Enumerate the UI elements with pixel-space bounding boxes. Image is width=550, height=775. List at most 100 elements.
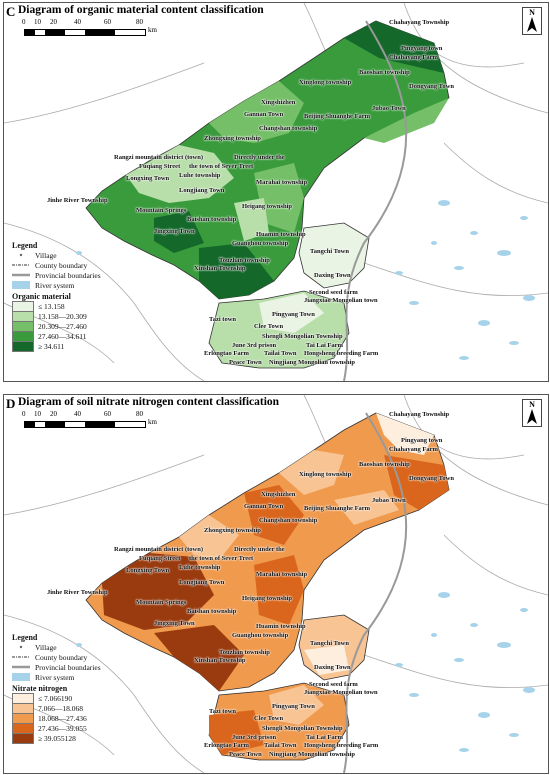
place-label: Jinhe River Township bbox=[47, 197, 108, 204]
place-label: Ningjiang Mongolian township bbox=[269, 359, 355, 366]
place-label: Heigang township bbox=[242, 595, 293, 602]
legend-county-boundary: County boundary bbox=[12, 652, 88, 662]
place-label: Baoshan township bbox=[359, 461, 410, 468]
panel-letter: C bbox=[6, 4, 16, 19]
legend-provincial-boundary: Provincial boundaries bbox=[12, 270, 101, 280]
place-label: Huamin township bbox=[256, 231, 306, 238]
place-label: Baishan township bbox=[187, 608, 237, 615]
place-label: Xinshan Township bbox=[194, 265, 246, 272]
legend-river: River system bbox=[12, 280, 101, 290]
place-label: Pingyang town bbox=[401, 437, 443, 444]
river-system bbox=[76, 41, 535, 360]
place-label: Peace Town bbox=[229, 751, 262, 758]
place-label: Erlongtao Farm bbox=[204, 742, 249, 749]
place-label: Jubao Town bbox=[372, 105, 406, 112]
legend-class: ≥ 34.611 bbox=[12, 340, 101, 352]
legend-class: ≤ 13.158 bbox=[12, 300, 101, 312]
panel-letter: D bbox=[6, 396, 16, 411]
low-class-patch bbox=[259, 293, 324, 333]
place-label: Dongyang Town bbox=[409, 83, 454, 90]
legend: Legend Village County boundary Provincia… bbox=[12, 241, 101, 352]
legend-river: River system bbox=[12, 672, 101, 682]
place-label: Tangchi Town bbox=[310, 640, 349, 647]
place-label: Guanghou township bbox=[232, 632, 289, 639]
place-label: Jiangxiao Mongolian town bbox=[304, 689, 378, 696]
organic-material-map bbox=[4, 3, 548, 381]
place-label: Tazi town bbox=[209, 316, 237, 323]
place-label: Rangzi mountain district (town) bbox=[114, 546, 204, 553]
legend-county-boundary: County boundary bbox=[12, 260, 88, 270]
place-label: Zhongxing township bbox=[204, 527, 261, 534]
scale-unit: km bbox=[148, 26, 157, 34]
place-label: Touzhan township bbox=[219, 649, 270, 656]
place-label: Clee Town bbox=[254, 323, 284, 330]
place-label: Baoshan township bbox=[359, 69, 410, 76]
place-label: Marahai township bbox=[256, 571, 308, 578]
place-label: Chahayang Farm bbox=[389, 446, 438, 453]
place-label: Mountain Springs bbox=[136, 207, 187, 214]
legend-class: 7.066—18.068 bbox=[12, 702, 101, 714]
place-label: Luhe township bbox=[179, 172, 221, 179]
legend-title: Legend bbox=[12, 633, 38, 642]
map-panel-c: C Diagram of organic material content cl… bbox=[3, 2, 549, 382]
place-label: Changshan township bbox=[259, 125, 318, 132]
scale-tick: 10 bbox=[34, 18, 41, 26]
panel-title: Diagram of organic material content clas… bbox=[18, 4, 264, 16]
place-label: Xinglong township bbox=[299, 471, 352, 478]
scale-tick: 40 bbox=[74, 18, 81, 26]
place-label: Gannan Town bbox=[244, 503, 284, 510]
legend-village: Village bbox=[12, 250, 101, 260]
place-label: Shengli Mongolian Township bbox=[262, 333, 343, 340]
place-label: Xingshizhen bbox=[261, 491, 296, 498]
place-label: Daxing Town bbox=[314, 664, 351, 671]
place-label: Pingyang Town bbox=[272, 703, 315, 710]
place-label: Beijing Shuanghe Farm bbox=[304, 113, 371, 120]
place-label: Pingyang Town bbox=[272, 311, 315, 318]
legend-range-title: Nitrate nitrogen bbox=[12, 684, 68, 693]
place-label: Directly under the bbox=[234, 546, 285, 553]
zone-patches bbox=[126, 21, 449, 299]
scale-tick: 20 bbox=[50, 18, 57, 26]
place-label: Fuqiang Street bbox=[139, 555, 181, 562]
legend-class: ≥ 39.055128 bbox=[12, 732, 101, 744]
north-arrow-icon: N bbox=[522, 7, 542, 35]
place-label: Longxing Town bbox=[126, 567, 170, 574]
scale-tick: 40 bbox=[74, 410, 81, 418]
place-label: Longjiang Town bbox=[179, 187, 225, 194]
place-label: Huamin township bbox=[256, 623, 306, 630]
place-label: the town of Sever Treet bbox=[189, 163, 254, 170]
legend-range-title: Organic material bbox=[12, 292, 71, 301]
zone-patches-south bbox=[209, 645, 349, 755]
place-label: June 3rd prison bbox=[232, 342, 277, 349]
place-label: Xingshizhen bbox=[261, 99, 296, 106]
place-label: Dongyang Town bbox=[409, 475, 454, 482]
place-label: Tailai Town bbox=[264, 742, 297, 749]
place-label: Changshan township bbox=[259, 517, 318, 524]
legend-class: 27.436—39.055 bbox=[12, 722, 101, 734]
place-label: June 3rd prison bbox=[232, 734, 277, 741]
place-label: Zhongxing township bbox=[204, 135, 261, 142]
legend-class: 27.460—34.611 bbox=[12, 330, 101, 342]
place-label: Rangzi mountain district (town) bbox=[114, 154, 204, 161]
place-label: Hongsheng breeding Farm bbox=[304, 350, 379, 357]
place-label: Tailai Town bbox=[264, 350, 297, 357]
place-label: Tangchi Town bbox=[310, 248, 349, 255]
place-label: Marahai township bbox=[256, 179, 308, 186]
place-label: Shengli Mongolian Township bbox=[262, 725, 343, 732]
place-label: Longjiang Town bbox=[179, 579, 225, 586]
place-label: Xinshan Township bbox=[194, 657, 246, 664]
legend-class: 20.309—27.460 bbox=[12, 320, 101, 332]
map-panel-d: D Diagram of soil nitrate nitrogen conte… bbox=[3, 394, 549, 774]
place-label: the town of Sever Treet bbox=[189, 555, 254, 562]
place-label: Luhe township bbox=[179, 564, 221, 571]
place-label: Beijing Shuanghe Farm bbox=[304, 505, 371, 512]
zone-patches bbox=[102, 413, 449, 691]
scale-tick: 20 bbox=[50, 410, 57, 418]
nitrate-nitrogen-map bbox=[4, 395, 548, 773]
place-label: Baishan township bbox=[187, 216, 237, 223]
place-label: Tai Lai Farm bbox=[306, 734, 343, 741]
place-label: Touzhan township bbox=[219, 257, 270, 264]
scale-tick: 60 bbox=[104, 18, 111, 26]
legend-class: 13.158—20.309 bbox=[12, 310, 101, 322]
place-label: Tazi town bbox=[209, 708, 237, 715]
